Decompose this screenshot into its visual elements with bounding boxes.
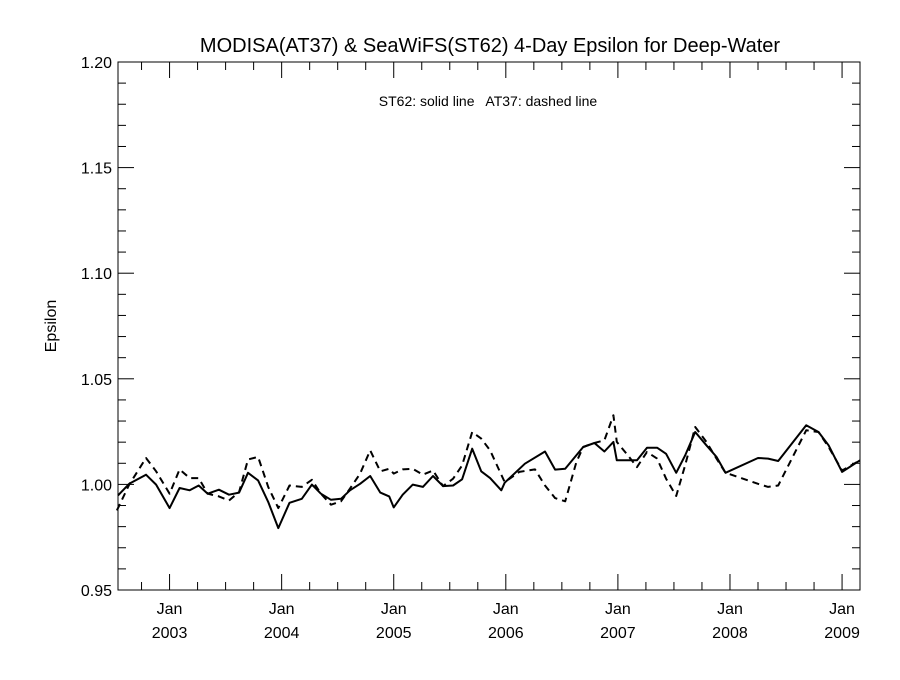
x-tick-year-label: 2009 (824, 625, 860, 642)
x-tick-year-label: 2005 (376, 625, 412, 642)
y-axis-label: Epsilon (43, 300, 60, 352)
y-tick-label: 1.10 (81, 266, 112, 283)
y-tick-label: 1.20 (81, 55, 112, 72)
chart-title: MODISA(AT37) & SeaWiFS(ST62) 4-Day Epsil… (200, 35, 780, 57)
x-tick-year-label: 2004 (264, 625, 300, 642)
legend-annotation: ST62: solid line AT37: dashed line (379, 93, 598, 109)
x-tick-month-label: Jan (381, 601, 407, 618)
y-tick-label: 1.15 (81, 161, 112, 178)
series-line-st62 (118, 425, 860, 528)
x-tick-year-label: 2003 (152, 625, 188, 642)
x-tick-month-label: Jan (829, 601, 855, 618)
y-tick-label: 1.05 (81, 372, 112, 389)
x-tick-month-label: Jan (493, 601, 519, 618)
x-tick-month-label: Jan (605, 601, 631, 618)
y-tick-label: 1.00 (81, 477, 112, 494)
x-tick-year-label: 2007 (600, 625, 636, 642)
x-tick-year-label: 2006 (488, 625, 524, 642)
x-tick-month-label: Jan (157, 601, 183, 618)
y-tick-label: 0.95 (81, 583, 112, 600)
x-tick-month-label: Jan (717, 601, 743, 618)
plot-frame (118, 62, 860, 590)
x-tick-year-label: 2008 (712, 625, 748, 642)
x-tick-month-label: Jan (269, 601, 295, 618)
